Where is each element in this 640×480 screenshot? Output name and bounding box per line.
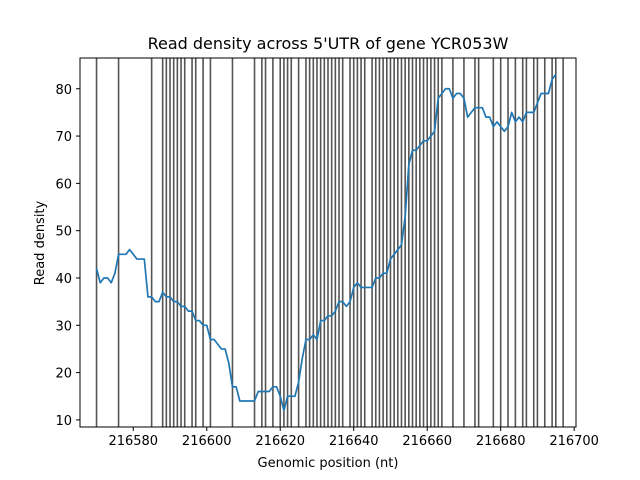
y-tick-label: 10 [55, 414, 72, 429]
x-tick-label: 216700 [549, 434, 599, 449]
x-tick-label: 216640 [329, 434, 379, 449]
y-tick-label: 20 [55, 367, 72, 382]
chart-title: Read density across 5'UTR of gene YCR053… [148, 34, 509, 53]
vertical-markers [95, 58, 564, 427]
y-axis-ticks: 10 20 30 40 50 60 70 80 [55, 83, 80, 429]
x-tick-label: 216620 [255, 434, 305, 449]
y-tick-label: 30 [55, 319, 72, 334]
series-layer [95, 74, 557, 412]
read-density-line [95, 74, 557, 412]
x-axis-ticks: 216580 216600 216620 216640 216660 216680 2167… [108, 427, 599, 449]
x-tick-label: 216680 [476, 434, 526, 449]
x-axis-label: Genomic position (nt) [258, 456, 399, 471]
x-tick-label: 216660 [402, 434, 452, 449]
y-tick-label: 80 [55, 83, 72, 98]
y-tick-label: 60 [55, 177, 72, 192]
axes-frame [79, 57, 577, 428]
y-tick-label: 50 [55, 225, 72, 240]
y-tick-label: 40 [55, 272, 72, 287]
x-tick-label: 216580 [108, 434, 158, 449]
x-tick-label: 216600 [182, 434, 232, 449]
y-tick-label: 70 [55, 130, 72, 145]
y-axis-label: Read density [33, 200, 48, 285]
